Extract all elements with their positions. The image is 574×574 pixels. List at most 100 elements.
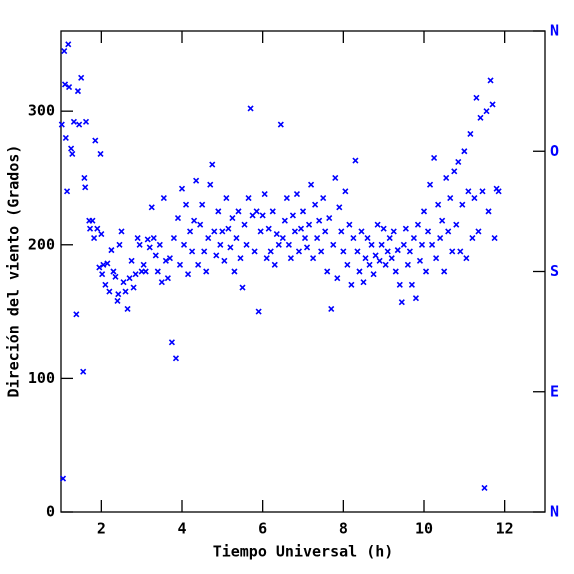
- data-point: [475, 228, 482, 235]
- data-point: [487, 77, 494, 84]
- data-point: [299, 208, 307, 215]
- data-point: [130, 284, 137, 291]
- data-point: [251, 248, 258, 255]
- data-point: [62, 134, 69, 141]
- data-point: [231, 268, 238, 275]
- data-point: [310, 255, 317, 262]
- data-point: [481, 484, 488, 492]
- data-point: [330, 241, 337, 248]
- y-axis-label: Direción del viento (Grados): [5, 145, 23, 398]
- data-point: [74, 88, 82, 95]
- data-point: [396, 281, 403, 288]
- data-point: [178, 185, 186, 192]
- data-point: [398, 299, 405, 306]
- data-point: [273, 231, 280, 238]
- data-point: [344, 261, 351, 268]
- data-point: [59, 475, 67, 482]
- data-point: [376, 257, 383, 264]
- data-point: [404, 261, 411, 268]
- data-point: [156, 241, 163, 248]
- data-point: [406, 248, 413, 255]
- data-point: [96, 264, 103, 271]
- data-point: [410, 235, 417, 242]
- data-point: [98, 231, 105, 238]
- data-point: [158, 279, 165, 286]
- data-point: [426, 181, 434, 188]
- data-point: [414, 221, 422, 228]
- data-point: [197, 221, 204, 228]
- data-point: [314, 235, 321, 242]
- data-point: [241, 221, 248, 228]
- data-point: [269, 208, 276, 215]
- data-point: [368, 241, 375, 248]
- data-point: [189, 248, 196, 255]
- data-point: [469, 235, 476, 242]
- data-point: [132, 271, 139, 278]
- data-point: [128, 257, 135, 264]
- data-point: [328, 305, 335, 312]
- data-point: [191, 217, 198, 224]
- data-point: [491, 235, 498, 242]
- data-point: [114, 297, 121, 304]
- data-point: [213, 252, 220, 259]
- data-point: [477, 114, 484, 121]
- data-point: [180, 241, 188, 248]
- data-point: [263, 255, 270, 262]
- data-point: [408, 281, 415, 288]
- data-point: [461, 148, 468, 155]
- data-point: [336, 204, 343, 211]
- data-point: [459, 201, 466, 208]
- data-point: [211, 228, 218, 235]
- data-point: [412, 295, 419, 302]
- data-point: [187, 228, 194, 235]
- data-point: [146, 244, 153, 251]
- data-point: [108, 247, 115, 254]
- data-point: [384, 248, 391, 255]
- data-point: [443, 174, 450, 182]
- data-point: [449, 248, 456, 255]
- data-point: [160, 194, 167, 202]
- data-point: [433, 255, 440, 262]
- data-point: [281, 217, 288, 224]
- data-point: [483, 108, 490, 115]
- data-point: [148, 204, 155, 211]
- data-point: [142, 268, 149, 275]
- data-point: [301, 235, 309, 242]
- data-point: [277, 121, 284, 128]
- data-point: [354, 248, 361, 255]
- data-point: [97, 150, 104, 157]
- data-point: [134, 235, 141, 242]
- data-point: [348, 281, 355, 288]
- data-point: [378, 241, 385, 248]
- data-point: [63, 188, 71, 195]
- data-point: [126, 275, 133, 282]
- y2-tick-label: N: [550, 503, 559, 521]
- data-point: [193, 177, 200, 184]
- data-point: [287, 255, 294, 262]
- data-point: [68, 145, 75, 152]
- data-point: [152, 252, 159, 259]
- data-point: [207, 181, 214, 188]
- x-tick-label: 6: [258, 520, 267, 538]
- y-tick-label: 0: [46, 503, 55, 521]
- data-point: [69, 150, 76, 157]
- y-tick-label: 100: [28, 369, 55, 387]
- data-point: [422, 268, 430, 275]
- data-point: [429, 241, 436, 248]
- data-point: [221, 257, 228, 264]
- data-point: [402, 225, 409, 232]
- data-point: [229, 214, 236, 222]
- data-point: [150, 235, 157, 242]
- data-point: [439, 217, 446, 224]
- data-point: [392, 268, 399, 275]
- data-point: [61, 47, 68, 55]
- data-point: [485, 208, 492, 215]
- data-point: [170, 235, 177, 242]
- data-point: [318, 248, 325, 255]
- data-point: [104, 260, 111, 267]
- x-tick-label: 10: [415, 520, 433, 538]
- y-tick-label: 200: [28, 235, 55, 253]
- data-point: [110, 268, 117, 275]
- data-point: [124, 305, 131, 312]
- data-point: [259, 212, 266, 219]
